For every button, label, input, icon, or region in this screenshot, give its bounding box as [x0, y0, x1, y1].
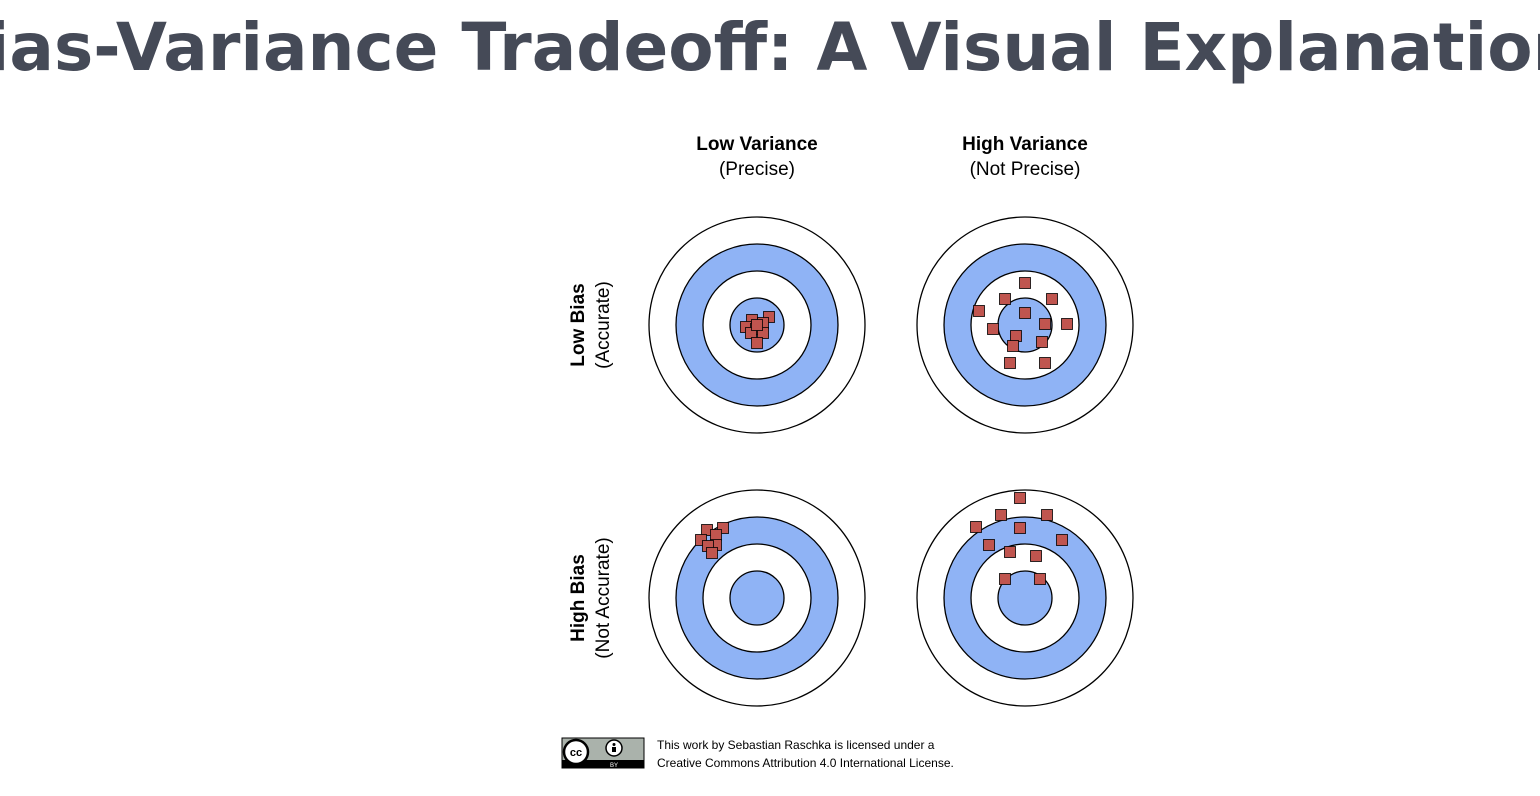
row-label: High Bias — [568, 554, 589, 642]
targets — [648, 216, 1134, 707]
shot-marker — [1039, 318, 1051, 330]
by-text: BY — [610, 763, 618, 769]
shot-marker — [1014, 522, 1026, 534]
by-icon-head — [612, 743, 616, 746]
shot-marker — [1036, 336, 1048, 348]
target-ring — [729, 570, 785, 626]
shot-marker — [995, 509, 1007, 521]
shot-marker — [999, 293, 1011, 305]
shot-marker — [1030, 550, 1042, 562]
badge-strip — [562, 760, 644, 768]
column-label: High Variance — [962, 134, 1088, 155]
shot-marker — [1004, 357, 1016, 369]
row-label: Low Bias — [568, 283, 589, 366]
shot-marker — [763, 311, 775, 323]
column-sublabel: (Not Precise) — [970, 159, 1081, 180]
shot-marker — [757, 327, 769, 339]
cc-circle — [562, 738, 590, 766]
shot-marker — [1019, 307, 1031, 319]
shot-marker — [751, 337, 763, 349]
shot-marker — [1061, 318, 1073, 330]
shot-marker — [1007, 340, 1019, 352]
row-sublabel: (Accurate) — [593, 281, 614, 369]
shot-marker — [1046, 293, 1058, 305]
shot-marker — [983, 539, 995, 551]
shot-marker — [999, 573, 1011, 585]
shot-marker — [987, 323, 999, 335]
by-icon-body — [612, 747, 616, 752]
shot-marker — [1014, 492, 1026, 504]
title: Bias-Variance Tradeoff: A Visual Explana… — [0, 9, 1540, 86]
license-text: Creative Commons Attribution 4.0 Interna… — [657, 756, 954, 770]
shot-marker — [973, 305, 985, 317]
shot-marker — [751, 319, 763, 331]
column-sublabel: (Precise) — [719, 159, 795, 180]
shot-marker — [706, 547, 718, 559]
shot-marker — [1034, 573, 1046, 585]
shot-marker — [970, 521, 982, 533]
shot-marker — [1039, 357, 1051, 369]
shot-marker — [745, 327, 757, 339]
shot-marker — [1041, 509, 1053, 521]
shot-marker — [1019, 277, 1031, 289]
license-badge: cc BY — [561, 737, 645, 769]
shot-marker — [1010, 330, 1022, 342]
column-label: Low Variance — [696, 134, 817, 155]
shot-marker — [717, 522, 729, 534]
shot-marker — [695, 534, 707, 546]
shot-marker — [1004, 546, 1016, 558]
shot-marker — [1056, 534, 1068, 546]
shot-marker — [710, 529, 722, 541]
license-text: This work by Sebastian Raschka is licens… — [657, 738, 935, 752]
cc-text: cc — [570, 747, 582, 759]
row-sublabel: (Not Accurate) — [593, 537, 614, 658]
